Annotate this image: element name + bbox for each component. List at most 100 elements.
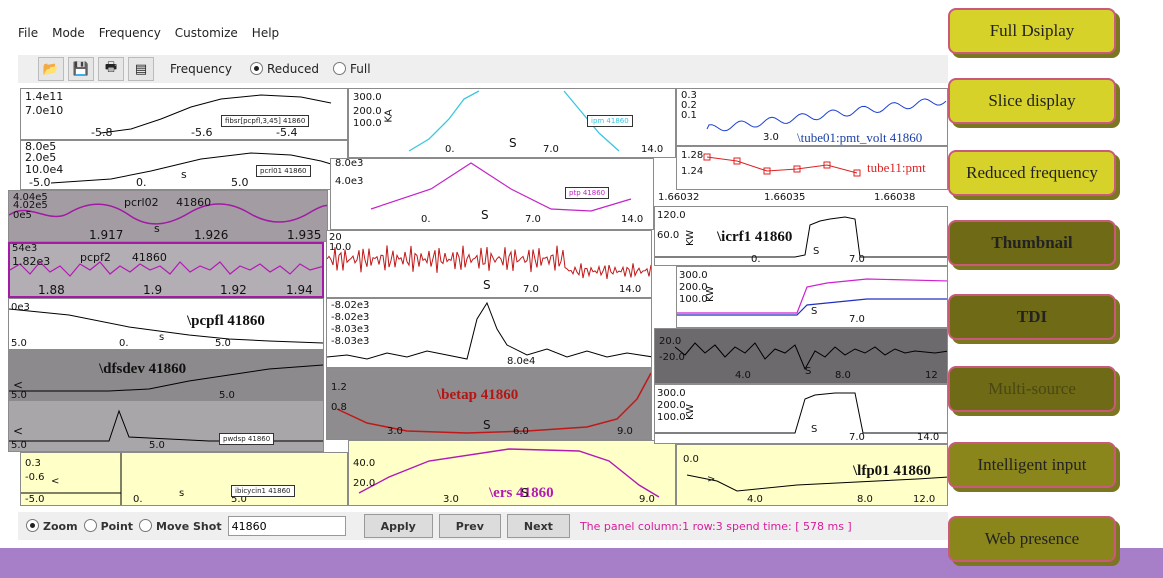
plot-panel-dark-noise[interactable]: 20.0 -20.0 4.0 S 8.0 12 <box>654 328 948 384</box>
plot-panel-icrf1[interactable]: 120.0 60.0 KW 0. S 7.0 \icrf1 41860 <box>654 206 948 266</box>
tick-label: 1.66038 <box>874 192 916 203</box>
tick-label: -8.03e3 <box>331 324 370 335</box>
chevron-left-icon: < <box>51 476 60 487</box>
toolbar: 📂 💾 🖶 ▤ Frequency Reduced Full <box>18 55 948 83</box>
save-icon[interactable]: 💾 <box>68 57 94 81</box>
plot-panel-tube11[interactable]: 1.28 1.24 tube11:pmt <box>676 146 948 190</box>
tick-label: 3.0 <box>763 132 779 143</box>
tick-label: 8.0 <box>857 494 873 505</box>
plot-panel-red-noise[interactable]: 20 10.0 S 7.0 14.0 <box>326 230 652 298</box>
chevron-left-icon: < <box>13 378 24 392</box>
tick-label: 7.0 <box>525 214 541 225</box>
plot-panel-lfp01[interactable]: 0.0 > 4.0 8.0 12.0 \lfp01 41860 <box>676 444 948 506</box>
tick-label: S <box>483 278 491 292</box>
tdi-button[interactable]: TDI <box>948 294 1116 340</box>
plot-title: pcpf2 41860 <box>80 251 167 264</box>
plot-panel-ers[interactable]: 40.0 20.0 \ers 41860 3.0 S 9.0 <box>348 440 676 506</box>
tick-label: S <box>509 136 517 150</box>
tick-label: 7.0 <box>543 144 559 155</box>
tick-label: S <box>811 306 818 317</box>
signal-trace <box>327 245 651 280</box>
menu-bar: File Mode Frequency Customize Help <box>18 26 279 48</box>
tick-label: 8.0e4 <box>507 356 536 367</box>
reduced-label: Reduced <box>267 62 320 76</box>
full-display-button[interactable]: Full Dsiplay <box>948 8 1116 54</box>
multi-source-button[interactable]: Multi-source <box>948 366 1116 412</box>
web-presence-button[interactable]: Web presence <box>948 516 1116 562</box>
next-button[interactable]: Next <box>506 514 570 538</box>
plot-panel-black-noise[interactable]: -8.02e3 -8.02e3 -8.03e3 -8.03e3 8.0e4 <box>326 298 652 368</box>
reduced-radio[interactable]: Reduced <box>250 62 319 76</box>
tick-label: 1.2 <box>331 382 347 393</box>
tick-label: 1.66035 <box>764 192 806 203</box>
menu-customize[interactable]: Customize <box>174 26 238 40</box>
point-radio[interactable]: Point <box>83 519 134 533</box>
menu-file[interactable]: File <box>18 26 39 40</box>
reduced-frequency-button[interactable]: Reduced frequency <box>948 150 1116 196</box>
radio-selected-icon <box>250 62 263 75</box>
tick-label: 1.917 <box>89 228 124 242</box>
menu-mode[interactable]: Mode <box>52 26 85 40</box>
tick-label: 20.0 <box>353 478 376 489</box>
signal-trace <box>706 98 947 132</box>
export-icon[interactable]: ▤ <box>128 57 154 81</box>
radio-icon <box>83 519 97 532</box>
tick-label: 0. <box>751 254 761 265</box>
tick-label: 5.0 <box>11 390 27 400</box>
tick-label: 0.8 <box>331 402 347 413</box>
plot-panel-ptp[interactable]: 8.0e3 4.0e3 0. S 7.0 14.0 ptp 41860 <box>330 158 654 230</box>
menu-help[interactable]: Help <box>251 26 280 40</box>
tick-label: s <box>159 332 165 343</box>
plot-panel-ipm[interactable]: 300.0 200.0 100.0 KA 0. S 7.0 14.0 ipm 4… <box>348 88 676 158</box>
plot-panel-kw-b[interactable]: 300.0 200.0 100.0 KW S 7.0 14.0 <box>654 384 948 444</box>
tick-label: S <box>483 418 491 432</box>
full-radio[interactable]: Full <box>333 62 371 76</box>
menu-frequency[interactable]: Frequency <box>98 26 161 40</box>
apply-button[interactable]: Apply <box>363 514 433 538</box>
tick-label: 0e5 <box>13 210 32 221</box>
tick-label: 200.0 <box>679 282 708 293</box>
point-label: Point <box>100 520 134 533</box>
axis-unit: KW <box>685 403 697 421</box>
slice-display-button[interactable]: Slice display <box>948 78 1116 124</box>
prev-button[interactable]: Prev <box>438 514 501 538</box>
move-shot-radio[interactable]: Move Shot <box>139 519 222 533</box>
tick-label: 5.0 <box>11 338 27 349</box>
tick-label: 1.9 <box>143 283 163 297</box>
radio-selected-icon <box>26 519 39 532</box>
plot-panel-pcpfl[interactable]: 0e3 5.0 0. s 5.0 \pcpfl 41860 <box>8 298 324 350</box>
tick-label: 0. <box>136 176 147 189</box>
plot-panel-ibicycin1[interactable]: 0.3 -0.6 < -5.0 0. s 5.0 ibicycin1 41860 <box>20 452 348 506</box>
plot-panel-fibsr[interactable]: 1.4e11 7.0e10 -5.8 -5.6 -5.4 fibsr[pcpfl… <box>20 88 348 140</box>
tick-label: s <box>179 488 185 499</box>
tick-label: 6.0 <box>513 426 529 437</box>
plot-panel-pcrl01[interactable]: 8.0e5 2.0e5 10.0e4 -5.0 0. s 5.0 pcrl01 … <box>20 140 348 190</box>
tick-label: 4.0 <box>747 494 763 505</box>
shot-number-input[interactable] <box>227 516 346 536</box>
tick-label: 200.0 <box>657 400 686 411</box>
plot-panel-pcpf2[interactable]: 54e3 1.82e3 1.88 1.9 1.92 1.94 pcpf2 418… <box>8 242 324 298</box>
plot-panel-tube01[interactable]: 0.3 0.2 0.1 3.0 \tube01:pmt_volt 41860 <box>676 88 948 146</box>
bottom-control-bar: Zoom Point Move Shot Apply Prev Next The… <box>18 512 948 540</box>
print-icon[interactable]: 🖶 <box>98 57 124 81</box>
zoom-radio[interactable]: Zoom <box>26 519 78 533</box>
tick-label: 100.0 <box>353 118 382 129</box>
plot-panel-pwdsp[interactable]: < 5.0 5.0 pwdsp 41860 <box>8 400 324 452</box>
plot-title: \icrf1 41860 <box>717 229 793 245</box>
tick-label: 7.0 <box>849 432 865 443</box>
tick-label: 3.0 <box>443 494 459 505</box>
thumbnail-button[interactable]: Thumbnail <box>948 220 1116 266</box>
plot-panel-dfsdev[interactable]: < \dfsdev 41860 5.0 5.0 <box>8 350 324 400</box>
legend: ibicycin1 41860 <box>231 485 295 497</box>
tick-label: s <box>154 222 160 235</box>
plot-panel-pcrl02[interactable]: 4.04e5 4.02e5 0e5 1.917 s 1.926 1.935 pc… <box>8 190 328 242</box>
open-folder-icon[interactable]: 📂 <box>38 57 64 81</box>
tick-label: -8.02e3 <box>331 300 370 311</box>
tick-label: 8.0e5 <box>25 140 57 153</box>
tick-label: S <box>813 246 820 257</box>
tick-label: 0.3 <box>25 458 41 469</box>
intelligent-input-button[interactable]: Intelligent input <box>948 442 1116 488</box>
plot-panel-betap[interactable]: 1.2 0.8 \betap 41860 3.0 S 6.0 9.0 <box>326 368 652 440</box>
plot-panel-kw-a[interactable]: 300.0 200.0 100.0 KW S 7.0 <box>676 266 948 328</box>
tick-label: 10.0e4 <box>25 163 64 176</box>
